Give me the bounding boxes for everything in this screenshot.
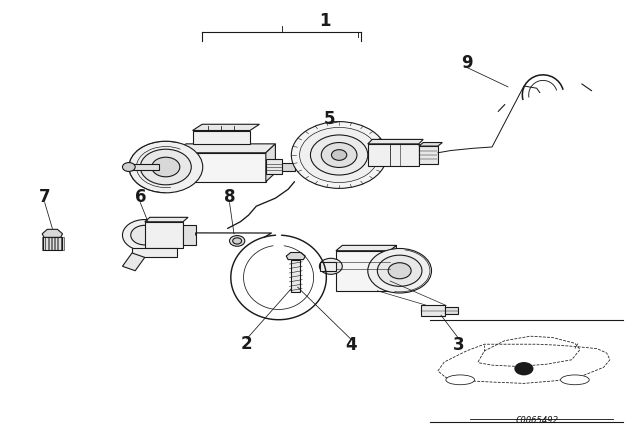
- Polygon shape: [55, 237, 58, 250]
- Text: C0065492: C0065492: [515, 416, 558, 425]
- Polygon shape: [52, 237, 54, 250]
- Text: 8: 8: [224, 188, 236, 206]
- Circle shape: [388, 263, 411, 279]
- Polygon shape: [282, 163, 294, 172]
- Ellipse shape: [446, 375, 474, 385]
- Polygon shape: [183, 225, 196, 245]
- Polygon shape: [42, 237, 45, 250]
- Ellipse shape: [561, 375, 589, 385]
- Polygon shape: [266, 159, 282, 174]
- Circle shape: [122, 163, 135, 172]
- Circle shape: [140, 149, 191, 185]
- Circle shape: [300, 127, 379, 183]
- Polygon shape: [193, 124, 259, 130]
- Polygon shape: [129, 164, 159, 170]
- Circle shape: [321, 142, 357, 168]
- Polygon shape: [336, 246, 396, 251]
- Polygon shape: [61, 237, 64, 250]
- Circle shape: [152, 157, 180, 177]
- Text: 5: 5: [324, 110, 335, 129]
- Circle shape: [310, 135, 368, 175]
- Polygon shape: [193, 130, 250, 144]
- Text: 7: 7: [39, 188, 51, 206]
- Polygon shape: [166, 153, 266, 182]
- Polygon shape: [286, 253, 305, 260]
- Polygon shape: [390, 246, 396, 291]
- Text: 9: 9: [461, 54, 472, 72]
- Polygon shape: [145, 222, 183, 249]
- Circle shape: [233, 238, 242, 244]
- Polygon shape: [368, 139, 423, 144]
- Circle shape: [368, 249, 431, 293]
- Circle shape: [332, 150, 347, 160]
- Polygon shape: [58, 237, 61, 250]
- Circle shape: [131, 225, 159, 245]
- Polygon shape: [336, 251, 390, 291]
- Text: 6: 6: [134, 188, 146, 206]
- Circle shape: [319, 258, 342, 274]
- Polygon shape: [368, 144, 419, 166]
- Text: 3: 3: [453, 336, 465, 354]
- Text: 2: 2: [241, 335, 253, 353]
- Polygon shape: [291, 260, 300, 292]
- Circle shape: [515, 362, 534, 375]
- Circle shape: [129, 141, 203, 193]
- Polygon shape: [49, 237, 51, 250]
- Polygon shape: [45, 237, 48, 250]
- Polygon shape: [445, 307, 458, 314]
- Circle shape: [378, 255, 422, 286]
- Polygon shape: [320, 262, 336, 271]
- Text: 1: 1: [319, 13, 331, 30]
- Circle shape: [230, 236, 245, 246]
- Text: 4: 4: [345, 336, 356, 354]
- Polygon shape: [420, 306, 445, 316]
- Polygon shape: [419, 142, 442, 146]
- Polygon shape: [42, 229, 63, 237]
- Polygon shape: [122, 253, 145, 271]
- Circle shape: [122, 220, 167, 251]
- Polygon shape: [419, 146, 438, 164]
- Polygon shape: [166, 144, 275, 153]
- Polygon shape: [266, 144, 275, 182]
- Polygon shape: [132, 249, 177, 258]
- Circle shape: [291, 121, 387, 188]
- Polygon shape: [145, 217, 188, 222]
